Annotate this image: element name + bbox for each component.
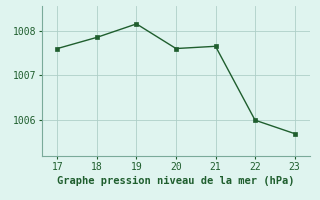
X-axis label: Graphe pression niveau de la mer (hPa): Graphe pression niveau de la mer (hPa) — [57, 176, 295, 186]
